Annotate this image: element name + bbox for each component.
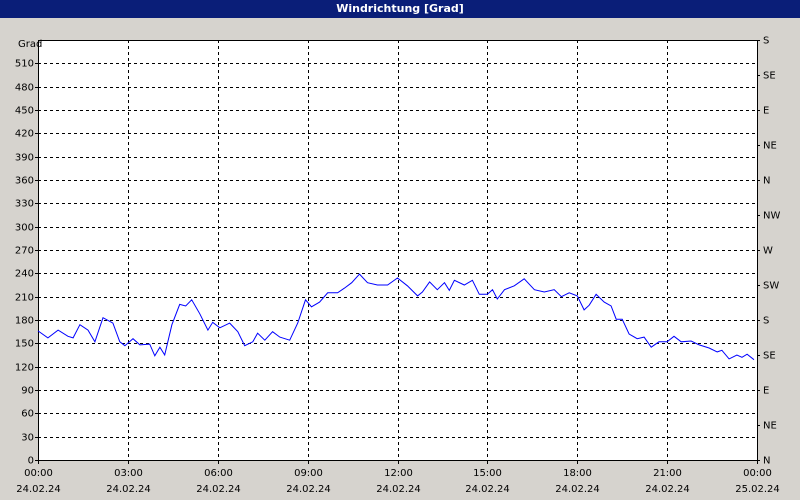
y2-tick-label: N bbox=[763, 456, 770, 467]
x-tick-date: 24.02.24 bbox=[106, 484, 151, 495]
y-tick-label: 180 bbox=[15, 316, 34, 327]
x-tick-date: 24.02.24 bbox=[286, 484, 331, 495]
title-bar bbox=[0, 0, 800, 18]
x-tick-date: 24.02.24 bbox=[555, 484, 600, 495]
x-tick-label: 00:00 bbox=[743, 468, 772, 479]
y-tick-label: 360 bbox=[15, 176, 34, 187]
x-tick-date: 24.02.24 bbox=[16, 484, 61, 495]
x-tick-label: 03:00 bbox=[114, 468, 143, 479]
plot-border bbox=[38, 40, 758, 461]
y-tick-label: 90 bbox=[21, 386, 34, 397]
data-line bbox=[37, 273, 755, 361]
y2-tick-label: E bbox=[763, 386, 769, 397]
y2-tick-label: SE bbox=[763, 351, 776, 362]
x-tick-label: 09:00 bbox=[294, 468, 323, 479]
x-tick-date: 24.02.24 bbox=[465, 484, 510, 495]
y-tick-label: 330 bbox=[15, 199, 34, 210]
y-tick-label: 0 bbox=[28, 456, 34, 467]
y-tick-label: 60 bbox=[21, 409, 34, 420]
y-tick-label: 300 bbox=[15, 223, 34, 234]
x-tick-label: 15:00 bbox=[473, 468, 502, 479]
y-tick-label: 240 bbox=[15, 269, 34, 280]
y2-tick-label: E bbox=[763, 106, 769, 117]
x-tick-label: 21:00 bbox=[653, 468, 682, 479]
x-tick-date: 25.02.24 bbox=[735, 484, 780, 495]
y2-tick-label: SW bbox=[763, 281, 779, 292]
x-tick-date: 24.02.24 bbox=[196, 484, 241, 495]
x-tick-date: 24.02.24 bbox=[645, 484, 690, 495]
y-tick-label: 150 bbox=[15, 339, 34, 350]
y-tick-label: 450 bbox=[15, 106, 34, 117]
y2-tick-label: NW bbox=[763, 211, 780, 222]
y-tick-label: 510 bbox=[15, 59, 34, 70]
x-tick-label: 18:00 bbox=[563, 468, 592, 479]
y-tick-label: 30 bbox=[21, 433, 34, 444]
y2-tick-label: SE bbox=[763, 71, 776, 82]
y2-tick-label: S bbox=[763, 316, 769, 327]
x-tick-label: 06:00 bbox=[204, 468, 233, 479]
y2-tick-label: W bbox=[763, 246, 773, 257]
y2-tick-label: N bbox=[763, 176, 770, 187]
y-axis-label: Grad bbox=[18, 39, 42, 50]
y2-tick-label: NE bbox=[763, 141, 777, 152]
y-tick-label: 120 bbox=[15, 363, 34, 374]
plot-area bbox=[38, 40, 757, 460]
y2-tick-label: NE bbox=[763, 421, 777, 432]
y-tick-label: 420 bbox=[15, 129, 34, 140]
y-tick-label: 390 bbox=[15, 153, 34, 164]
y-tick-label: 480 bbox=[15, 83, 34, 94]
y-tick-label: 210 bbox=[15, 293, 34, 304]
x-tick-date: 24.02.24 bbox=[376, 484, 421, 495]
y2-tick-label: S bbox=[763, 36, 769, 47]
chart-title: Windrichtung [Grad] bbox=[336, 2, 464, 15]
x-tick-label: 12:00 bbox=[384, 468, 413, 479]
y-tick-label: 270 bbox=[15, 246, 34, 257]
x-tick-label: 00:00 bbox=[24, 468, 53, 479]
